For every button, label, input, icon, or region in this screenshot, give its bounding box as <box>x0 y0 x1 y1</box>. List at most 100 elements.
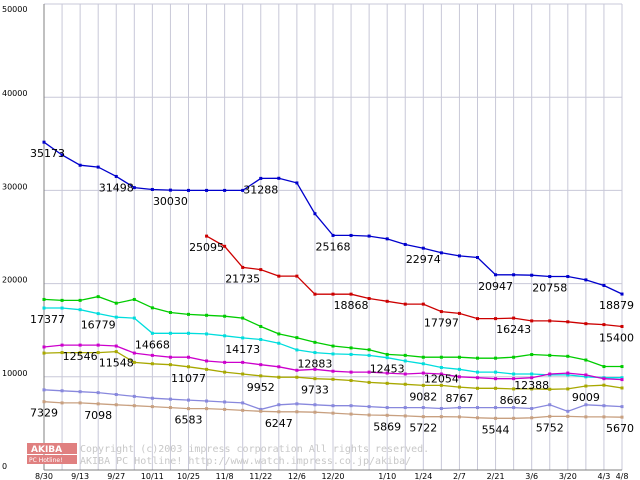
series-point <box>96 391 100 395</box>
series-point <box>78 390 82 394</box>
series-point <box>367 297 371 301</box>
series-point <box>205 407 209 411</box>
series-point <box>259 324 263 328</box>
x-tick-label: 1/24 <box>414 472 432 480</box>
series-point <box>313 377 317 381</box>
x-tick-label: 2/21 <box>487 472 505 480</box>
x-tick-label: 2/7 <box>453 472 466 480</box>
data-label: 16779 <box>81 319 116 332</box>
series-point <box>349 352 353 356</box>
series-point <box>223 334 227 338</box>
series-point <box>584 375 588 379</box>
data-label: 5544 <box>482 423 510 436</box>
data-label: 35173 <box>30 147 65 160</box>
series-point <box>187 312 190 316</box>
series-point <box>295 368 299 372</box>
series-point <box>42 400 46 404</box>
watermark: AKIBA PC Hotline! Copyright (c)2003 impr… <box>27 443 429 467</box>
series-point <box>548 372 552 376</box>
series-point <box>241 408 245 412</box>
series-point <box>548 319 552 323</box>
series-point <box>42 297 46 301</box>
series-point <box>385 299 389 303</box>
data-label: 5670 <box>606 422 634 435</box>
series-point <box>403 382 407 386</box>
series-point <box>584 384 588 388</box>
data-label: 31498 <box>99 181 134 194</box>
data-label: 14173 <box>225 343 260 356</box>
data-label: 12453 <box>370 363 405 376</box>
series-point <box>78 343 82 347</box>
x-tick-label: 10/11 <box>141 472 164 480</box>
x-tick-label: 10/25 <box>177 472 200 480</box>
series-point <box>114 315 118 319</box>
data-label: 14668 <box>135 338 170 351</box>
series-point <box>602 404 606 408</box>
series-point <box>512 355 516 359</box>
series-point <box>132 186 136 190</box>
series-point <box>277 375 281 379</box>
series-point <box>457 311 461 315</box>
series-point <box>602 323 606 327</box>
series-point <box>476 356 479 360</box>
series-point <box>187 331 190 335</box>
series-point <box>277 341 281 345</box>
series-point <box>403 242 407 246</box>
series-point <box>439 406 443 410</box>
series-point <box>620 415 624 419</box>
x-tick-label: 8/30 <box>35 472 53 480</box>
series-point <box>132 351 136 355</box>
series-point <box>476 416 479 420</box>
series-point <box>530 372 534 376</box>
data-label: 12388 <box>514 379 549 392</box>
series-point <box>132 394 136 398</box>
series-point <box>277 176 281 180</box>
series-point <box>187 407 190 411</box>
series-point <box>421 371 425 375</box>
series-point <box>114 350 118 354</box>
series-point <box>114 174 118 178</box>
series-point <box>494 406 498 410</box>
series-point <box>548 275 552 279</box>
series-point <box>259 374 263 378</box>
series-point <box>168 406 172 410</box>
data-label: 25095 <box>189 241 224 254</box>
series-point <box>241 316 245 320</box>
watermark-copyright: Copyright (c)2003 impress corporation Al… <box>80 444 429 455</box>
series-point <box>241 188 245 192</box>
series-point <box>367 405 371 409</box>
series-point <box>476 256 479 260</box>
series-point <box>512 406 516 410</box>
series-point <box>60 153 64 157</box>
series-point <box>620 365 624 369</box>
series-point <box>114 301 118 305</box>
series-point <box>494 317 498 321</box>
series-point <box>439 365 443 369</box>
series-point <box>349 404 353 408</box>
series-point <box>584 322 588 326</box>
series-point <box>168 188 172 192</box>
series-point <box>512 377 516 381</box>
series-point <box>403 406 407 410</box>
series-point <box>566 354 570 358</box>
series-point <box>187 398 190 402</box>
series-point <box>223 400 227 404</box>
series-point <box>313 403 317 407</box>
x-tick-label: 4/3 <box>598 472 611 480</box>
series-point <box>331 344 335 348</box>
data-label: 5752 <box>536 421 564 434</box>
series-point <box>620 324 624 328</box>
series-point <box>187 365 190 369</box>
series-point <box>259 338 263 342</box>
series-point <box>60 306 64 310</box>
series-point <box>187 188 190 192</box>
series-line <box>206 235 623 328</box>
series-point <box>457 355 461 359</box>
series-point <box>385 237 389 241</box>
series-point <box>60 351 64 355</box>
series-point <box>78 401 82 405</box>
data-label: 15400 <box>599 331 634 344</box>
series-point <box>530 416 534 420</box>
series-point <box>548 403 552 407</box>
series-point <box>150 405 154 409</box>
